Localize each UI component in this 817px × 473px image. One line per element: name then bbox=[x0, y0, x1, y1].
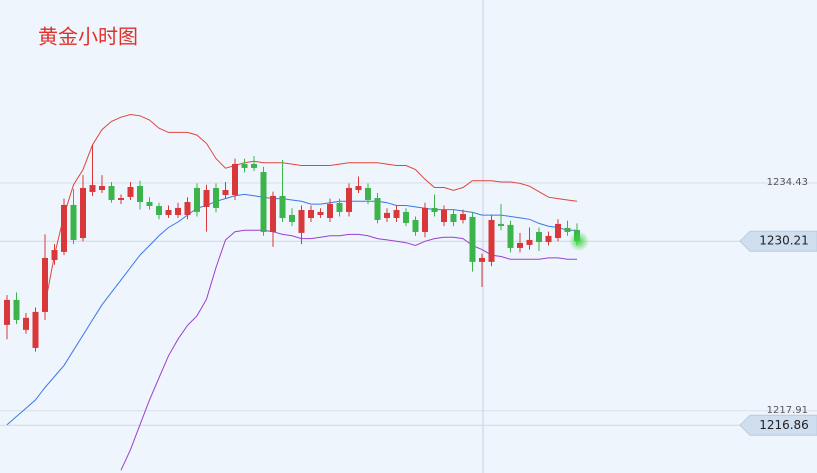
candle-body bbox=[289, 214, 295, 223]
candle-body bbox=[555, 223, 561, 239]
candle-body bbox=[13, 299, 20, 320]
candle-body bbox=[118, 198, 124, 200]
candle-body bbox=[213, 187, 219, 208]
candle-body bbox=[317, 211, 324, 215]
candle-body bbox=[184, 202, 191, 215]
candle-body bbox=[61, 204, 67, 252]
y-tick-label: 1234.43 bbox=[767, 177, 808, 188]
candle-body bbox=[545, 235, 552, 243]
candle-body bbox=[194, 187, 200, 212]
candle-body bbox=[460, 214, 466, 220]
y-tick-label: 1217.91 bbox=[767, 405, 808, 416]
candle-body bbox=[146, 202, 153, 207]
band-line bbox=[120, 229, 577, 471]
candle-body bbox=[355, 186, 362, 191]
candle-body bbox=[526, 239, 533, 245]
candle-body bbox=[536, 231, 542, 243]
candle-body bbox=[32, 311, 39, 348]
candle-body bbox=[507, 224, 514, 248]
candle-body bbox=[251, 163, 257, 168]
candle-body bbox=[203, 190, 210, 207]
candle-body bbox=[431, 207, 438, 212]
candle-body bbox=[42, 258, 48, 312]
candle-body bbox=[403, 211, 409, 223]
candle-body bbox=[4, 299, 10, 325]
candle-body bbox=[99, 186, 105, 191]
candle-body bbox=[469, 216, 476, 262]
candle-body bbox=[393, 210, 400, 219]
candle-body bbox=[89, 185, 96, 192]
candle-body bbox=[412, 219, 419, 232]
candle-body bbox=[564, 227, 571, 232]
candle-body bbox=[232, 163, 238, 195]
candle-body bbox=[298, 210, 305, 233]
candle-body bbox=[384, 212, 390, 219]
price-tag bbox=[739, 230, 817, 252]
price-tag bbox=[739, 414, 817, 436]
price-tag-label: 1216.86 bbox=[759, 418, 809, 432]
candle-body bbox=[51, 250, 58, 260]
candle-body bbox=[374, 198, 381, 220]
candle-body bbox=[108, 186, 115, 200]
candle-body bbox=[327, 203, 333, 219]
chart-title: 黄金小时图 bbox=[38, 25, 138, 49]
candle-body bbox=[336, 202, 343, 212]
candle-body bbox=[308, 210, 314, 219]
candle-body bbox=[241, 163, 248, 168]
candle-body bbox=[260, 171, 267, 232]
candle-body bbox=[479, 258, 485, 262]
candle-body bbox=[450, 214, 457, 223]
candle-body bbox=[70, 204, 77, 240]
candle-body bbox=[127, 186, 134, 197]
candle-body bbox=[175, 207, 181, 215]
candle-body bbox=[156, 206, 162, 215]
candle-body bbox=[165, 210, 172, 215]
candle-body bbox=[137, 186, 143, 203]
candle-body bbox=[441, 210, 447, 223]
candle-body bbox=[222, 190, 229, 195]
candle-body bbox=[270, 195, 276, 232]
candle-body bbox=[80, 187, 86, 239]
candle-body bbox=[279, 195, 286, 219]
candle-body bbox=[346, 187, 352, 212]
candle-body bbox=[517, 242, 523, 248]
candle-body bbox=[498, 223, 504, 227]
candle-body bbox=[23, 317, 29, 330]
band-line bbox=[6, 193, 577, 426]
candle-body bbox=[422, 207, 428, 232]
price-tag-label: 1230.21 bbox=[759, 234, 809, 248]
candle-body bbox=[365, 187, 371, 200]
band-line bbox=[44, 113, 578, 305]
last-price-glow bbox=[569, 231, 589, 252]
candle-body bbox=[488, 219, 495, 262]
